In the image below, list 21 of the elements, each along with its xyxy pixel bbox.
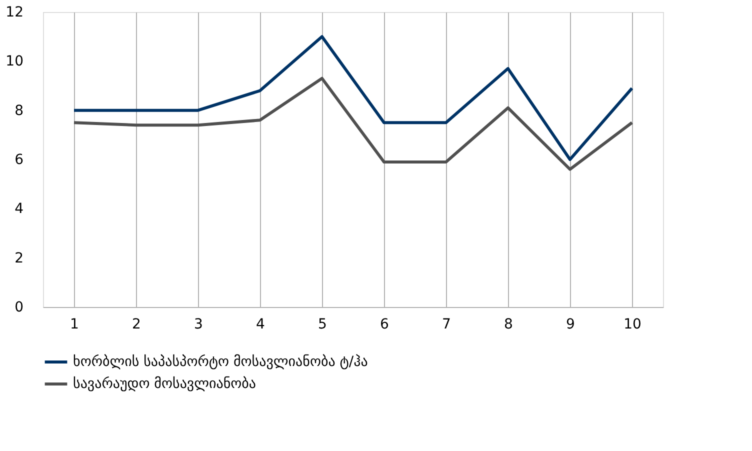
line-series — [72, 35, 634, 161]
x-tick-label: 10 — [624, 316, 642, 332]
y-tick-label: 6 — [14, 152, 24, 168]
x-tick-label: 5 — [318, 316, 327, 332]
x-tick-label: 1 — [70, 316, 79, 332]
x-tick-label: 4 — [256, 316, 266, 332]
line-series — [72, 76, 634, 171]
legend-label: სავარაუდო მოსავლიანობა — [73, 376, 256, 392]
y-tick-label: 0 — [14, 300, 24, 316]
y-tick-label: 4 — [14, 201, 24, 218]
y-tick-label: 8 — [14, 102, 24, 119]
y-tick-label: 12 — [6, 4, 24, 20]
legend-label: ხორბლის საპასპორტო მოსავლიანობა ტ/ჰა — [73, 354, 368, 370]
x-tick-label: 6 — [380, 316, 390, 332]
x-tick-label: 2 — [132, 316, 141, 332]
x-tick-label: 9 — [566, 316, 575, 332]
y-tick-label: 2 — [14, 250, 24, 266]
x-tick-label: 3 — [194, 316, 203, 332]
y-tick-label: 10 — [6, 54, 24, 70]
x-tick-label: 8 — [504, 316, 513, 332]
x-tick-label: 7 — [442, 316, 451, 332]
